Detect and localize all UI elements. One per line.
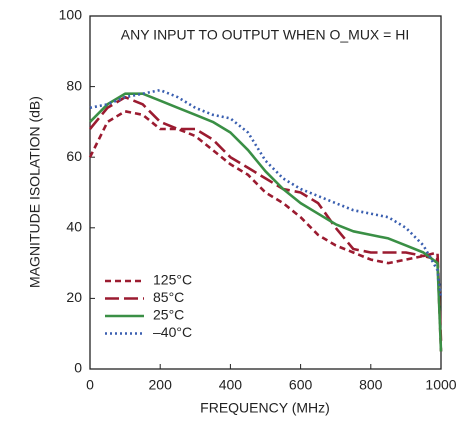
y-axis-label: MAGNITUDE ISOLATION (dB)	[27, 96, 43, 288]
y-tick-label: 0	[74, 360, 82, 376]
plot-frame	[89, 15, 442, 370]
x-tick-label: 800	[359, 377, 383, 393]
y-tick-label: 60	[66, 148, 82, 164]
series-line	[89, 88, 443, 299]
legend-label: 125°C	[153, 272, 192, 288]
series-line	[89, 92, 443, 352]
x-tick-label: 400	[219, 377, 243, 393]
legend-label: –40°C	[153, 324, 192, 340]
y-tick-label: 20	[66, 289, 82, 305]
annotation-box	[94, 20, 436, 52]
x-tick-label: 1000	[425, 377, 456, 393]
x-tick-label: 200	[149, 377, 173, 393]
x-tick-label: 0	[86, 377, 94, 393]
legend-label: 85°C	[153, 289, 184, 305]
y-tick-label: 80	[66, 77, 82, 93]
series-line	[88, 95, 443, 341]
legend-label: 25°C	[153, 307, 184, 323]
series-line	[88, 110, 443, 352]
y-tick-label: 40	[66, 219, 82, 235]
y-tick-label: 100	[59, 7, 83, 23]
x-tick-label: 600	[289, 377, 313, 393]
annotation: ANY INPUT TO OUTPUT WHEN O_MUX = HI	[121, 27, 409, 43]
x-axis-label: FREQUENCY (MHz)	[200, 400, 330, 416]
